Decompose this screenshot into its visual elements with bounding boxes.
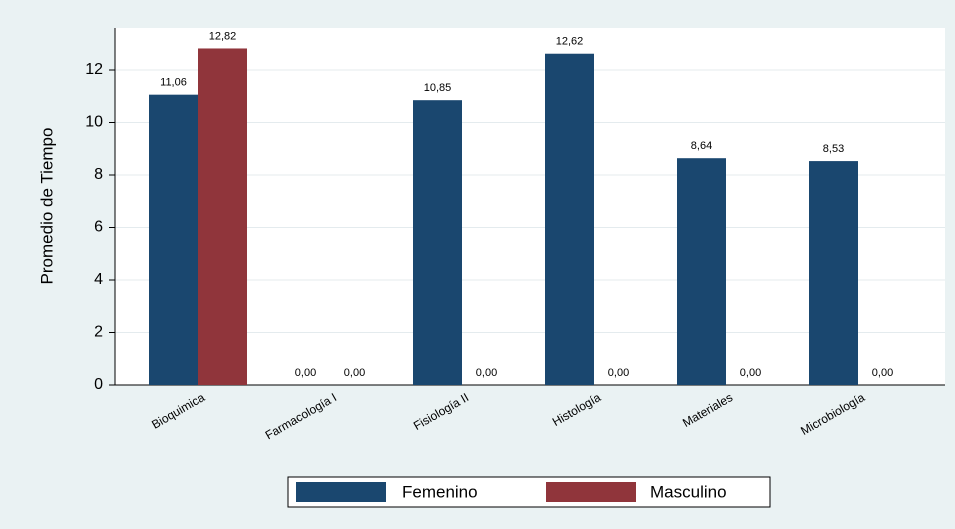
y-tick-label: 10 [85,114,103,131]
y-tick-label: 2 [94,324,103,341]
value-label: 8,64 [691,140,712,152]
plot-area [115,28,945,385]
bar [198,48,247,385]
legend-swatch [296,482,386,502]
value-label: 0,00 [872,367,893,379]
y-axis-label: Promedio de Tiempo [37,128,56,285]
legend-swatch [546,482,636,502]
y-tick-label: 8 [94,166,103,183]
y-tick-label: 0 [94,376,103,393]
bar [413,100,462,385]
value-label: 0,00 [476,367,497,379]
y-tick-label: 6 [94,219,103,236]
legend-label: Femenino [402,482,478,501]
value-label: 12,82 [209,30,237,42]
value-label: 0,00 [344,367,365,379]
bar [677,158,726,385]
y-tick-label: 4 [94,271,103,288]
value-label: 12,62 [556,36,584,48]
bar [149,94,198,386]
value-label: 0,00 [740,367,761,379]
value-label: 0,00 [295,367,316,379]
bar [809,161,858,385]
y-tick-label: 12 [85,61,103,78]
value-label: 0,00 [608,367,629,379]
legend-label: Masculino [650,482,727,501]
bar [545,53,594,385]
value-label: 11,06 [160,77,187,89]
value-label: 10,85 [424,82,452,94]
value-label: 8,53 [823,143,844,155]
